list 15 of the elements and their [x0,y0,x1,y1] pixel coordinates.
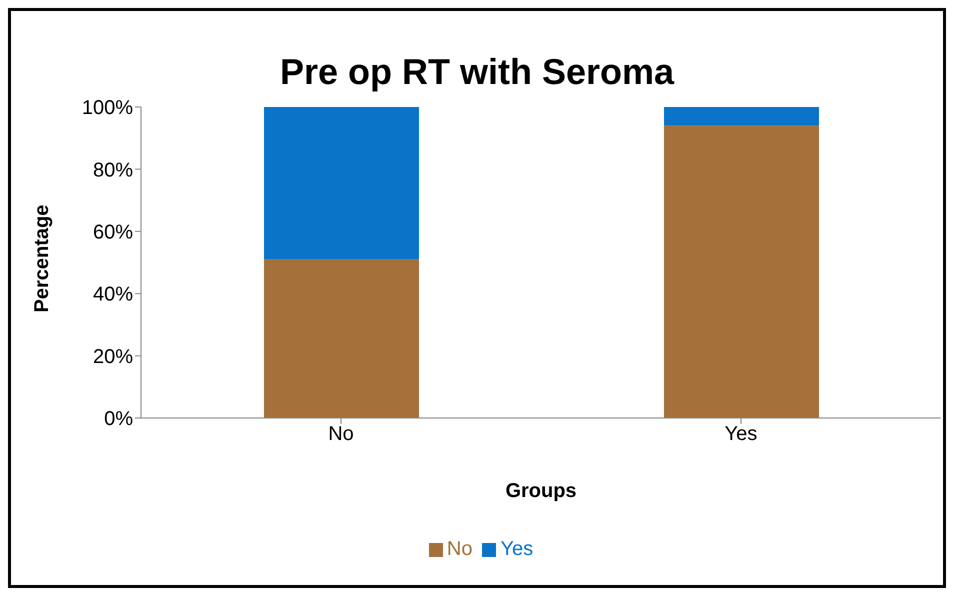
chart-title: Pre op RT with Seroma [278,51,676,93]
x-axis-title: Groups [505,480,577,502]
bar [664,107,819,126]
legend-label: Yes [500,538,534,560]
bar [664,126,819,418]
bar [264,259,419,418]
y-axis-title: Percentage [31,204,54,312]
y-tick-label: 20% [92,346,134,368]
y-tick-label: 60% [92,222,134,244]
y-tick-label: 40% [92,284,134,306]
y-tick-label: 80% [92,159,134,182]
bar [264,107,419,260]
y-tick-label: 100% [82,97,134,120]
y-tick-label: 0% [104,408,134,430]
legend-label: No [446,538,472,560]
